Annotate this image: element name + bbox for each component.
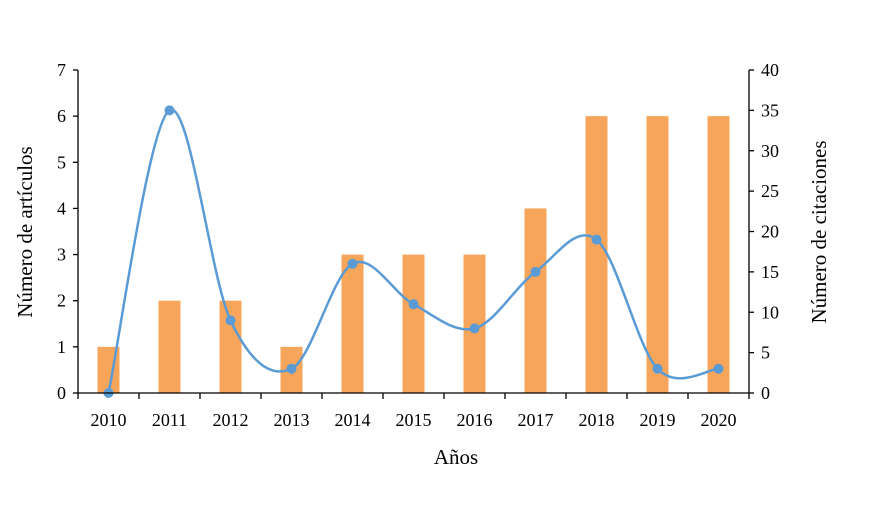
citation-point-2011 xyxy=(164,105,175,116)
x-tick-label: 2017 xyxy=(518,410,554,430)
citation-point-2017 xyxy=(530,266,541,277)
citation-point-2012 xyxy=(225,315,236,326)
citation-point-2014 xyxy=(347,258,358,269)
citation-point-2018 xyxy=(591,234,602,245)
left-tick-label: 7 xyxy=(57,60,66,80)
right-tick-label: 25 xyxy=(761,181,779,201)
citation-point-2020 xyxy=(713,363,724,374)
left-tick-label: 2 xyxy=(57,291,66,311)
x-tick-label: 2012 xyxy=(213,410,249,430)
x-tick-label: 2016 xyxy=(457,410,493,430)
citation-point-2019 xyxy=(652,363,663,374)
left-tick-label: 4 xyxy=(57,198,66,218)
x-axis-title: Años xyxy=(434,445,478,469)
left-tick-label: 0 xyxy=(57,383,66,403)
right-tick-label: 5 xyxy=(761,343,770,363)
right-tick-label: 20 xyxy=(761,222,779,242)
x-tick-label: 2015 xyxy=(396,410,432,430)
bar-2014 xyxy=(341,254,364,393)
right-tick-label: 15 xyxy=(761,262,779,282)
citations-line xyxy=(107,109,719,394)
line-group xyxy=(103,105,724,398)
left-tick-label: 1 xyxy=(57,337,66,357)
bar-2019 xyxy=(646,116,669,393)
bar-2015 xyxy=(402,254,425,393)
x-tick-label: 2020 xyxy=(701,410,737,430)
citation-point-2015 xyxy=(408,299,419,310)
bar-2020 xyxy=(707,116,730,393)
bar-2012 xyxy=(219,300,242,393)
left-tick-label: 3 xyxy=(57,245,66,265)
x-tick-label: 2018 xyxy=(579,410,615,430)
left-y-axis-title: Número de artículos xyxy=(13,146,37,317)
citation-point-2013 xyxy=(286,363,297,374)
right-y-axis-title: Número de citaciones xyxy=(807,140,831,323)
right-tick-label: 35 xyxy=(761,100,779,120)
right-tick-label: 10 xyxy=(761,302,779,322)
bar-2011 xyxy=(158,300,181,393)
bar-2017 xyxy=(524,208,547,393)
x-tick-label: 2010 xyxy=(91,410,127,430)
right-tick-label: 30 xyxy=(761,141,779,161)
axes-group: 0 1 2 3 4 5 6 7 0 5 10 15 20 25 30 35 40 2010 2011 2012 2013… xyxy=(57,60,779,430)
left-tick-label: 5 xyxy=(57,152,66,172)
x-tick-label: 2011 xyxy=(152,410,187,430)
x-tick-label: 2013 xyxy=(274,410,310,430)
x-tick-label: 2019 xyxy=(640,410,676,430)
bar-2018 xyxy=(585,116,608,393)
x-tick-label: 2014 xyxy=(335,410,371,430)
left-tick-label: 6 xyxy=(57,106,66,126)
citation-point-2016 xyxy=(469,323,480,334)
right-tick-label: 0 xyxy=(761,383,770,403)
right-tick-label: 40 xyxy=(761,60,779,80)
